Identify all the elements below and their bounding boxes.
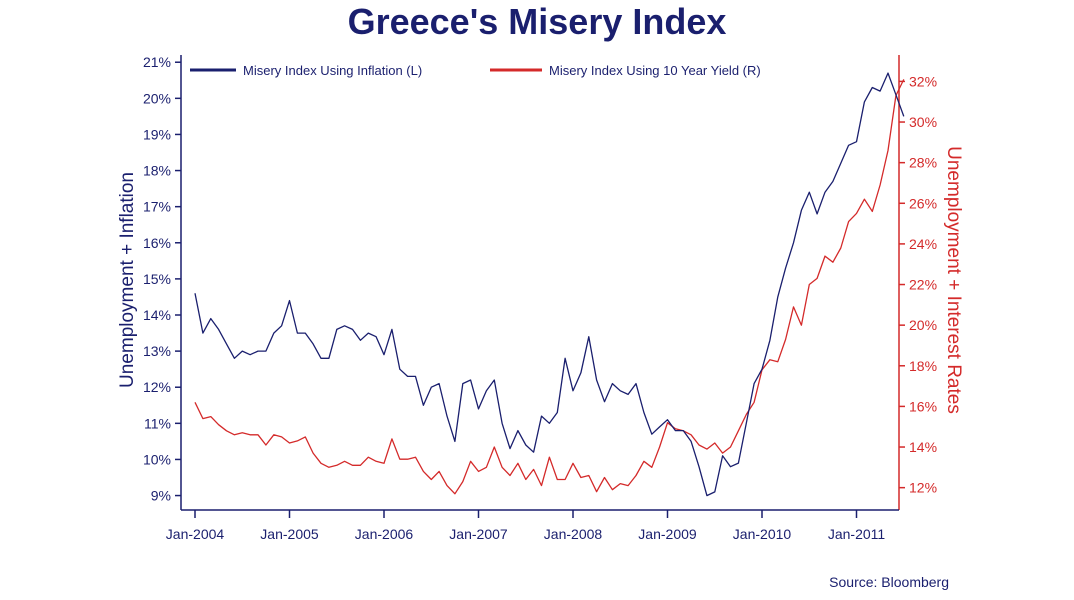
left-tick-label: 15%: [143, 271, 171, 287]
left-tick-label: 10%: [143, 451, 171, 467]
right-tick-label: 16%: [909, 398, 937, 414]
x-tick-label: Jan-2004: [166, 526, 225, 542]
x-axis-ticks: Jan-2004 Jan-2005 Jan-2006 Jan-2007 Jan-2008…: [166, 510, 886, 542]
x-tick-label: Jan-2006: [355, 526, 414, 542]
left-tick-label: 21%: [143, 54, 171, 70]
x-tick-label: Jan-2009: [638, 526, 697, 542]
left-axis-title: Unemployment + Inflation: [117, 172, 138, 388]
chart-title: Greece's Misery Index: [348, 1, 727, 42]
right-tick-label: 18%: [909, 358, 937, 374]
left-tick-label: 9%: [151, 488, 171, 504]
legend: Misery Index Using Inflation (L) Misery …: [190, 63, 761, 78]
series-line-yield: [194, 79, 905, 495]
left-tick-label: 18%: [143, 163, 171, 179]
right-tick-label: 20%: [909, 317, 937, 333]
left-axis-ticks: 9% 10% 11% 12% 13% 14% 15% 16% 17% 18% 19% 20% 21%: [143, 54, 181, 504]
right-tick-label: 30%: [909, 114, 937, 130]
legend-label-yield: Misery Index Using 10 Year Yield (R): [549, 63, 761, 78]
right-tick-label: 12%: [909, 480, 937, 496]
left-tick-label: 13%: [143, 343, 171, 359]
source-note: Source: Bloomberg: [829, 574, 949, 590]
left-tick-label: 17%: [143, 199, 171, 215]
right-tick-label: 24%: [909, 236, 937, 252]
right-tick-label: 22%: [909, 277, 937, 293]
x-tick-label: Jan-2010: [733, 526, 792, 542]
series-line-inflation: [194, 72, 905, 497]
left-tick-label: 12%: [143, 379, 171, 395]
left-tick-label: 11%: [144, 415, 171, 431]
x-tick-label: Jan-2008: [544, 526, 603, 542]
left-tick-label: 19%: [143, 126, 171, 142]
right-axis-title: Unemployment + Interest Rates: [943, 146, 964, 414]
left-tick-label: 16%: [143, 235, 171, 251]
x-tick-label: Jan-2007: [449, 526, 508, 542]
series-group: [194, 72, 905, 497]
right-axis-ticks: 12% 14% 16% 18% 20% 22% 24% 26% 28% 30% 32%: [899, 73, 937, 496]
right-tick-label: 26%: [909, 195, 937, 211]
right-tick-label: 32%: [909, 73, 937, 89]
right-tick-label: 28%: [909, 155, 937, 171]
x-tick-label: Jan-2005: [260, 526, 319, 542]
plot-axes: [180, 55, 900, 511]
left-tick-label: 20%: [143, 90, 171, 106]
right-tick-label: 14%: [909, 439, 937, 455]
legend-label-inflation: Misery Index Using Inflation (L): [243, 63, 422, 78]
x-tick-label: Jan-2011: [828, 526, 886, 542]
left-tick-label: 14%: [143, 307, 171, 323]
